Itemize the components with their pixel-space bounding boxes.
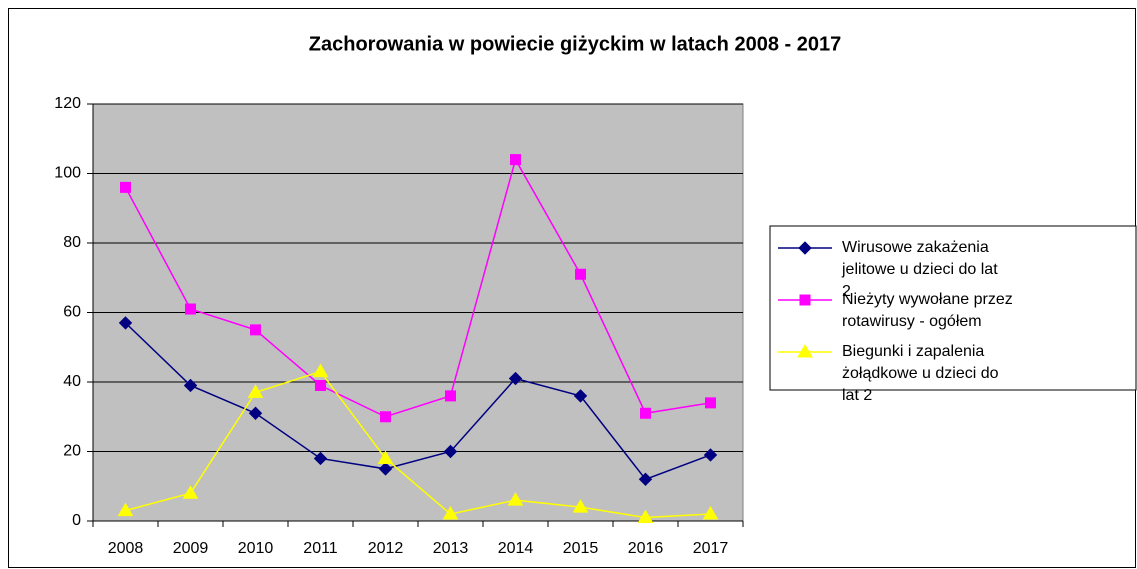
legend-label: Wirusowe zakażenia jelitowe u dzieci do l… — [841, 239, 998, 300]
marker — [799, 294, 811, 306]
marker — [380, 411, 391, 423]
x-tick-label: 2016 — [628, 540, 664, 557]
marker — [797, 344, 813, 358]
marker — [120, 181, 131, 193]
y-tick-label: 40 — [63, 373, 81, 390]
x-tick-label: 2010 — [238, 540, 274, 557]
x-tick-label: 2014 — [498, 540, 534, 557]
series-line — [125, 370, 711, 519]
marker — [182, 485, 199, 499]
y-tick-label: 120 — [54, 95, 81, 112]
marker — [377, 450, 394, 464]
marker — [507, 492, 524, 506]
marker — [572, 499, 589, 513]
x-tick-label: 2017 — [693, 540, 729, 557]
legend-label: Biegunki i zapalenia żołądkowe u dzieci d… — [842, 343, 999, 404]
marker — [638, 472, 653, 487]
y-tick-label: 0 — [72, 512, 81, 529]
legend-label: Nieżyty wywołane przez rotawirusy - ogółe… — [842, 291, 1013, 330]
y-tick-label: 60 — [63, 304, 81, 321]
y-tick-label: 20 — [63, 443, 81, 460]
marker — [247, 384, 264, 398]
marker — [705, 397, 716, 409]
marker — [118, 316, 133, 330]
marker — [442, 506, 459, 520]
marker — [248, 406, 263, 420]
marker — [315, 379, 326, 391]
marker — [185, 303, 196, 315]
marker — [703, 448, 718, 462]
x-tick-label: 2015 — [563, 540, 599, 557]
marker — [183, 378, 198, 393]
marker — [445, 390, 456, 402]
marker — [378, 462, 393, 476]
marker — [313, 451, 328, 466]
marker — [640, 407, 651, 419]
marker — [250, 324, 261, 336]
series-line — [124, 322, 711, 481]
marker — [637, 509, 654, 524]
legend — [769, 225, 1137, 391]
y-tick-label: 100 — [54, 165, 81, 182]
marker — [312, 363, 329, 378]
series-line — [124, 157, 711, 418]
x-tick-label: 2011 — [303, 540, 338, 557]
marker — [117, 502, 134, 517]
marker — [798, 241, 812, 255]
x-tick-label: 2013 — [433, 540, 469, 557]
marker — [510, 154, 521, 166]
marker — [573, 389, 588, 403]
marker — [508, 371, 523, 386]
x-tick-label: 2009 — [173, 540, 209, 557]
y-tick-label: 80 — [63, 234, 81, 251]
marker — [575, 268, 586, 280]
x-tick-label: 2008 — [108, 540, 144, 557]
chart-title: Zachorowania w powiecie giżyckim w latac… — [309, 33, 841, 55]
marker — [443, 444, 458, 459]
x-tick-label: 2012 — [368, 540, 404, 557]
marker — [702, 506, 719, 520]
